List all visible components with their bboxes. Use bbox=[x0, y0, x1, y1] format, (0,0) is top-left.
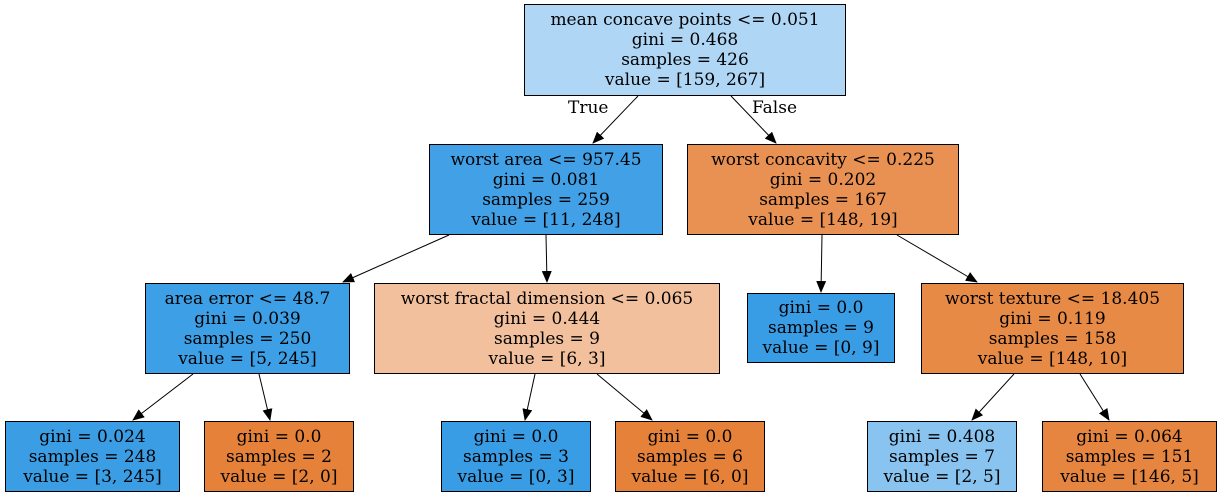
node-line: value = [159, 267] bbox=[604, 70, 766, 90]
node-line: value = [3, 245] bbox=[23, 466, 162, 487]
node-line: gini = 0.468 bbox=[631, 30, 739, 50]
node-line: samples = 6 bbox=[637, 446, 743, 467]
node-line: gini = 0.119 bbox=[999, 308, 1106, 329]
edge-n4-n10 bbox=[596, 373, 653, 421]
edge-n1-n3 bbox=[342, 234, 450, 283]
node-line: gini = 0.081 bbox=[492, 169, 600, 190]
edge-label-true: True bbox=[568, 98, 609, 118]
tree-node-n12: gini = 0.064 samples = 151 value = [146, 5… bbox=[1042, 421, 1217, 492]
node-line: samples = 151 bbox=[1065, 446, 1194, 467]
node-line: worst fractal dimension <= 0.065 bbox=[400, 288, 694, 309]
edge-n6-n11 bbox=[971, 373, 1015, 421]
node-line: gini = 0.408 bbox=[888, 426, 996, 447]
node-line: value = [6, 3] bbox=[488, 348, 606, 369]
tree-node-n8: gini = 0.0 samples = 2 value = [2, 0] bbox=[204, 421, 354, 492]
node-line: value = [11, 248] bbox=[471, 209, 621, 230]
node-line: value = [0, 9] bbox=[762, 338, 880, 358]
node-line: samples = 3 bbox=[463, 446, 569, 467]
node-line: worst texture <= 18.405 bbox=[944, 288, 1161, 309]
node-line: mean concave points <= 0.051 bbox=[550, 10, 820, 30]
edge-n6-n12 bbox=[1079, 373, 1110, 421]
edge-label-false: False bbox=[752, 98, 797, 118]
tree-node-n6: worst texture <= 18.405 gini = 0.119 sampl… bbox=[921, 283, 1184, 374]
node-line: gini = 0.039 bbox=[194, 308, 301, 329]
tree-node-n7: gini = 0.024 samples = 248 value = [3, 245… bbox=[5, 421, 180, 492]
node-line: samples = 9 bbox=[768, 318, 874, 338]
node-line: samples = 167 bbox=[759, 189, 887, 210]
node-line: gini = 0.0 bbox=[236, 426, 322, 447]
edge-n4-n9 bbox=[522, 373, 536, 421]
node-line: worst concavity <= 0.225 bbox=[711, 149, 935, 170]
tree-node-n2: worst concavity <= 0.225 gini = 0.202 samp… bbox=[687, 144, 959, 235]
node-line: value = [5, 245] bbox=[178, 348, 317, 369]
node-line: value = [0, 3] bbox=[457, 466, 575, 487]
node-line: value = [146, 5] bbox=[1060, 466, 1199, 487]
tree-node-n1: worst area <= 957.45 gini = 0.081 samples … bbox=[429, 144, 663, 235]
tree-node-n11: gini = 0.408 samples = 7 value = [2, 5] bbox=[867, 421, 1017, 492]
node-line: gini = 0.0 bbox=[473, 426, 559, 447]
node-line: gini = 0.202 bbox=[769, 169, 877, 190]
node-line: value = [148, 10] bbox=[977, 348, 1128, 369]
node-line: samples = 248 bbox=[28, 446, 157, 467]
node-line: value = [148, 19] bbox=[748, 209, 898, 230]
node-line: gini = 0.024 bbox=[39, 426, 146, 447]
edge-n3-n8 bbox=[258, 373, 273, 421]
node-line: value = [2, 0] bbox=[220, 466, 338, 487]
node-line: worst area <= 957.45 bbox=[450, 149, 642, 170]
node-line: area error <= 48.7 bbox=[164, 288, 331, 309]
tree-node-n4: worst fractal dimension <= 0.065 gini = 0… bbox=[374, 283, 720, 374]
node-line: gini = 0.0 bbox=[647, 426, 733, 447]
node-line: gini = 0.444 bbox=[493, 308, 601, 329]
node-line: samples = 158 bbox=[988, 328, 1117, 349]
tree-node-n5: gini = 0.0 samples = 9 value = [0, 9] bbox=[747, 293, 895, 363]
tree-node-n3: area error <= 48.7 gini = 0.039 samples = … bbox=[145, 283, 350, 374]
node-line: samples = 426 bbox=[621, 50, 749, 70]
edge-n3-n7 bbox=[132, 373, 194, 421]
edge-n0-n1 bbox=[592, 95, 639, 144]
edge-n2-n6 bbox=[896, 234, 978, 283]
node-line: value = [6, 0] bbox=[631, 466, 749, 487]
edge-n1-n4 bbox=[541, 234, 552, 283]
node-line: samples = 2 bbox=[226, 446, 332, 467]
edge-n0-n2 bbox=[730, 95, 777, 144]
node-line: gini = 0.064 bbox=[1076, 426, 1183, 447]
node-line: samples = 9 bbox=[494, 328, 600, 349]
node-line: samples = 259 bbox=[482, 189, 610, 210]
node-line: samples = 250 bbox=[183, 328, 312, 349]
tree-node-n10: gini = 0.0 samples = 6 value = [6, 0] bbox=[615, 421, 765, 492]
tree-node-n9: gini = 0.0 samples = 3 value = [0, 3] bbox=[441, 421, 591, 492]
tree-node-n0: mean concave points <= 0.051 gini = 0.468… bbox=[524, 4, 846, 96]
node-line: samples = 7 bbox=[889, 446, 995, 467]
edge-n2-n5 bbox=[816, 234, 827, 293]
node-line: value = [2, 5] bbox=[883, 466, 1001, 487]
node-line: gini = 0.0 bbox=[778, 298, 864, 318]
